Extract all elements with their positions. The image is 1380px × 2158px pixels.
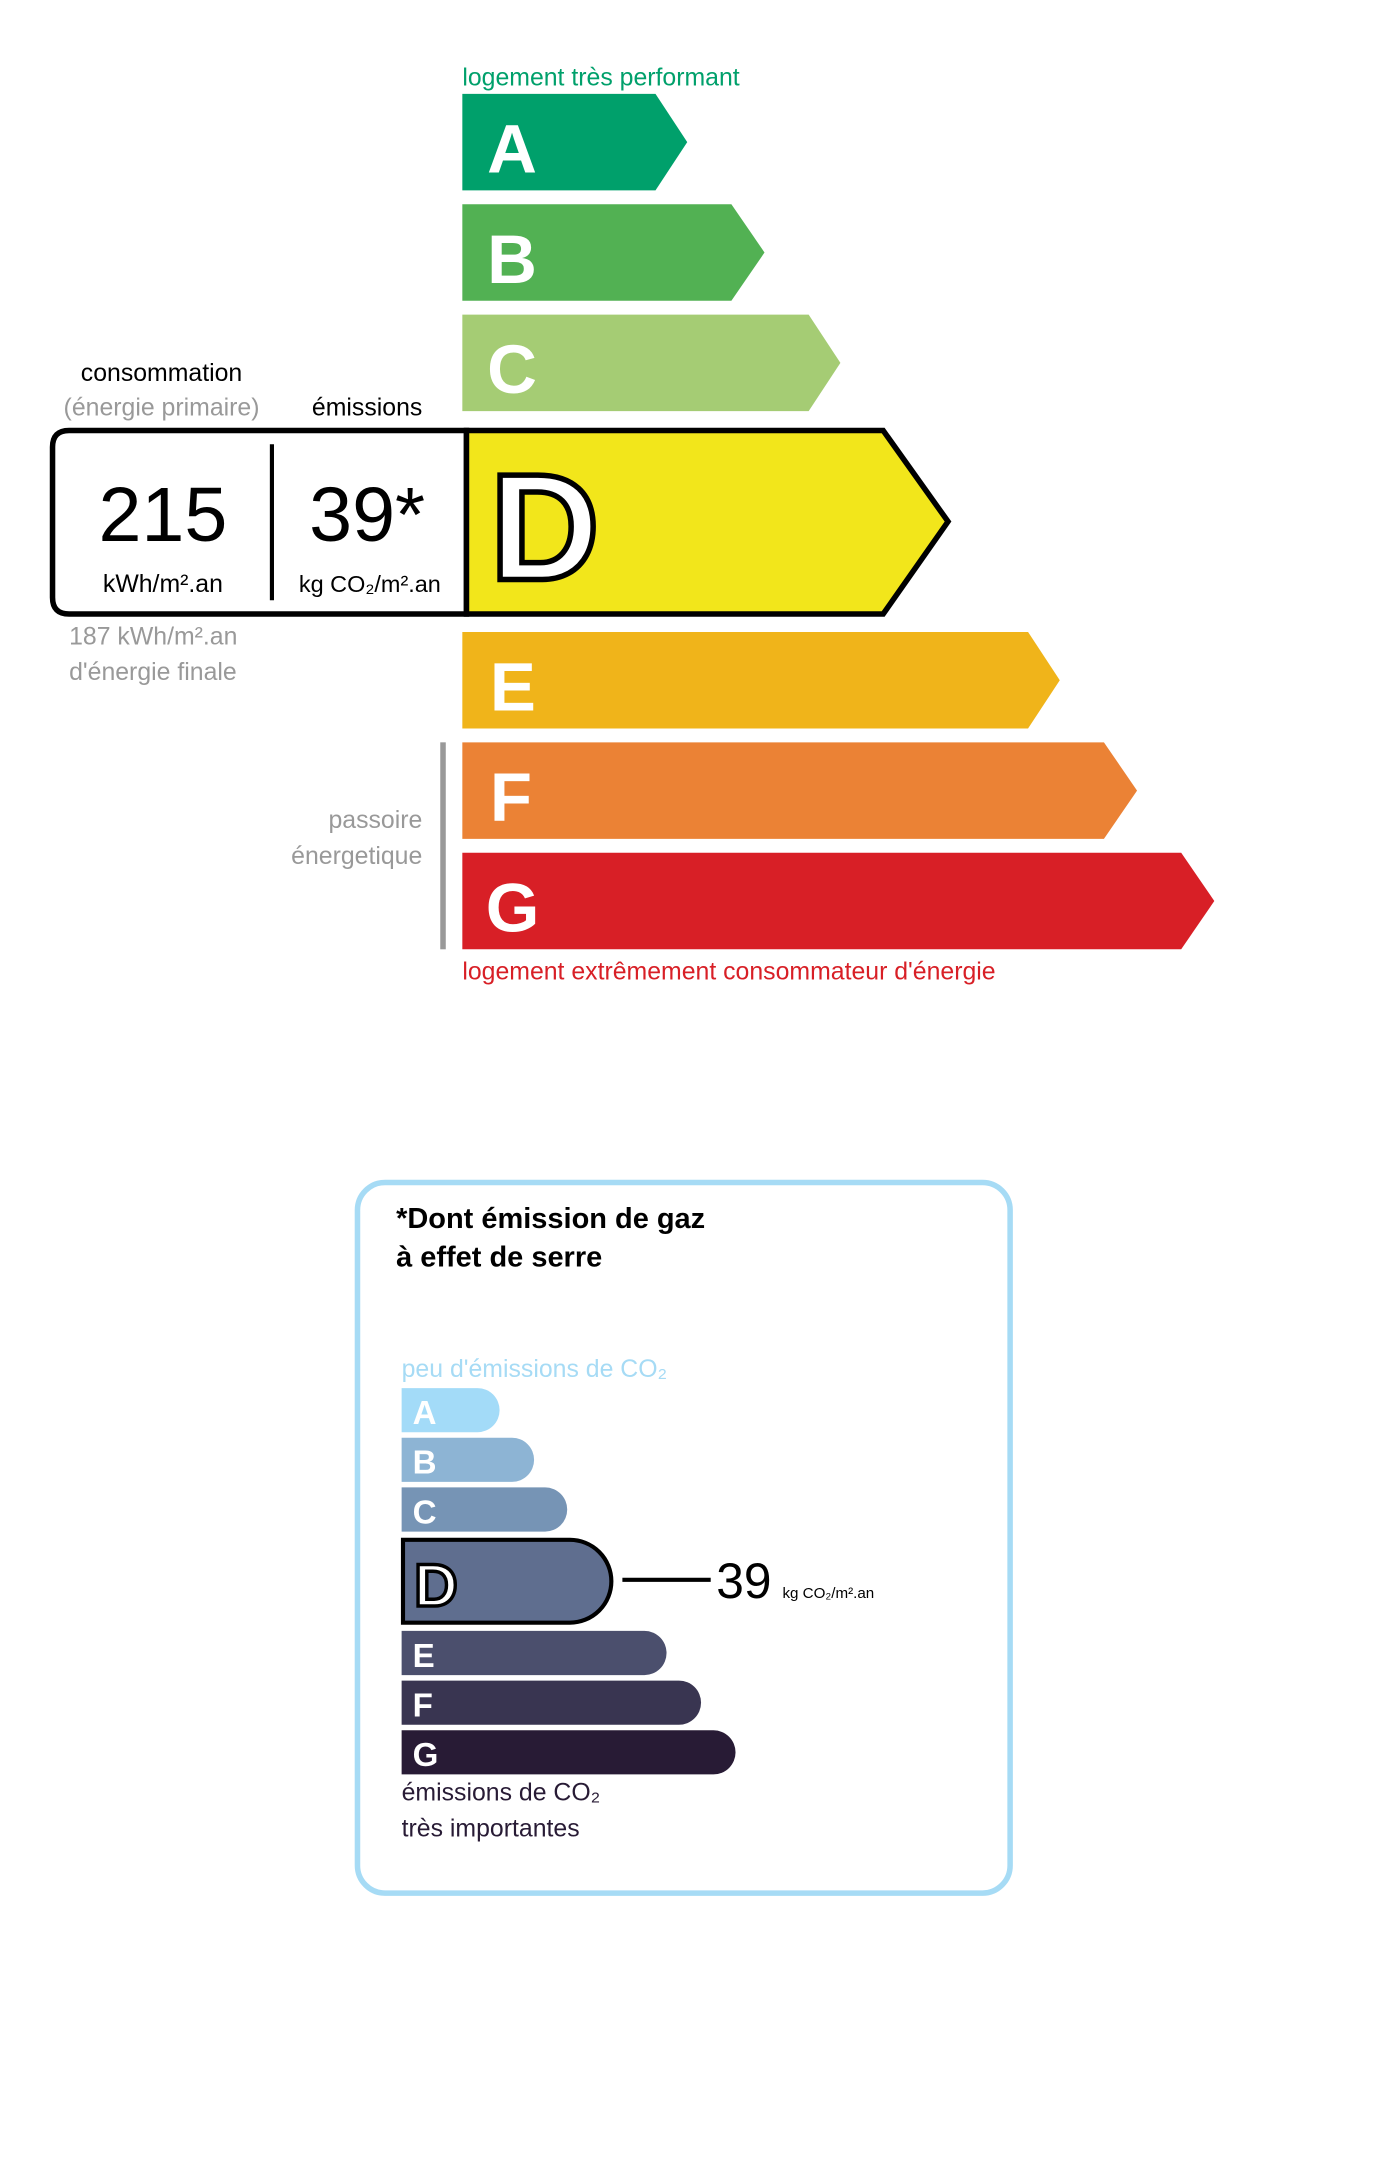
current-class-box: 215 kWh/m².an 39* kg CO₂/m².an D [49,427,952,617]
ges-bottom-label-1: émissions de CO₂ [402,1780,601,1807]
svg-text:A: A [487,110,537,187]
current-class-letter: D [490,444,600,613]
energy-class-g: G [462,852,1215,950]
consumption-unit: kWh/m².an [103,571,223,598]
svg-text:F: F [490,759,532,836]
ges-class-d-current: D [400,1537,614,1625]
emissions-value: 39* [309,472,425,558]
energy-class-e: E [462,631,1060,729]
svg-text:E: E [490,649,536,726]
ges-class-b: B [401,1437,535,1482]
energy-class-a: A [462,93,688,191]
top-label: logement très performant [462,65,739,92]
final-energy-value: 187 kWh/m².an [69,623,237,650]
consumption-label: consommation [81,360,242,387]
ges-title-2: à effet de serre [396,1242,602,1274]
energy-class-b: B [462,204,765,301]
svg-text:A: A [413,1395,437,1432]
passoire-label-2: énergetique [291,843,422,870]
ges-class-a: A [401,1388,500,1433]
consumption-value: 215 [98,472,227,558]
energy-class-c: C [462,314,841,412]
svg-text:D: D [414,1551,458,1619]
passoire-bracket [440,742,446,950]
emissions-unit: kg CO₂/m².an [299,571,441,597]
ges-value: 39 [716,1553,771,1609]
consumption-sub: (énergie primaire) [64,394,260,421]
svg-text:G: G [486,869,540,946]
energy-class-f: F [462,742,1138,839]
svg-text:F: F [413,1687,433,1724]
svg-text:B: B [487,221,537,298]
ges-class-c: C [401,1487,568,1532]
passoire-label-1: passoire [328,807,422,834]
final-energy-label: d'énergie finale [69,659,237,686]
ges-class-g: G [401,1730,736,1775]
ges-top-label: peu d'émissions de CO₂ [402,1356,668,1383]
svg-text:C: C [413,1494,437,1531]
ges-title-1: *Dont émission de gaz [396,1203,705,1235]
svg-text:C: C [487,331,537,408]
ges-bottom-label-2: très importantes [402,1816,580,1843]
svg-text:E: E [413,1638,435,1675]
bottom-label: logement extrêmement consommateur d'éner… [462,959,995,986]
ges-unit: kg CO₂/m².an [782,1585,874,1602]
svg-text:B: B [413,1445,437,1482]
ges-class-f: F [401,1680,702,1725]
emissions-label: émissions [312,394,422,421]
ges-class-e: E [401,1630,667,1676]
svg-text:G: G [413,1737,439,1774]
